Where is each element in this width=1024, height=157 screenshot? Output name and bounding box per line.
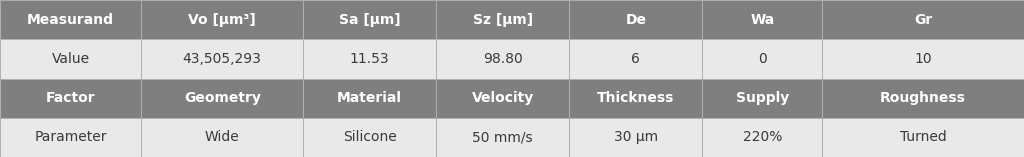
Bar	[141, 78, 303, 118]
Bar	[822, 118, 1024, 157]
Bar	[822, 0, 1024, 39]
Text: 30 μm: 30 μm	[613, 130, 658, 144]
Text: Roughness: Roughness	[881, 91, 966, 105]
Bar	[702, 0, 822, 39]
Bar	[436, 39, 569, 78]
Text: Factor: Factor	[46, 91, 95, 105]
Text: Sz [μm]: Sz [μm]	[473, 13, 532, 27]
Bar	[0, 78, 141, 118]
Bar	[702, 118, 822, 157]
Text: 10: 10	[914, 52, 932, 66]
Bar	[702, 39, 822, 78]
Text: Vo [μm³]: Vo [μm³]	[188, 13, 256, 27]
Bar	[702, 78, 822, 118]
Text: 98.80: 98.80	[483, 52, 522, 66]
Text: Parameter: Parameter	[35, 130, 106, 144]
Text: Measurand: Measurand	[28, 13, 114, 27]
Text: Geometry: Geometry	[183, 91, 261, 105]
Text: Velocity: Velocity	[472, 91, 534, 105]
Bar	[303, 0, 436, 39]
Text: 11.53: 11.53	[350, 52, 389, 66]
Text: Turned: Turned	[900, 130, 946, 144]
Text: Thickness: Thickness	[597, 91, 675, 105]
Bar	[569, 0, 702, 39]
Text: 220%: 220%	[742, 130, 782, 144]
Text: Silicone: Silicone	[343, 130, 396, 144]
Text: 6: 6	[632, 52, 640, 66]
Bar	[569, 78, 702, 118]
Bar	[0, 0, 141, 39]
Text: De: De	[626, 13, 646, 27]
Bar	[569, 118, 702, 157]
Bar	[436, 78, 569, 118]
Bar	[303, 78, 436, 118]
Text: Supply: Supply	[735, 91, 790, 105]
Bar	[141, 0, 303, 39]
Text: Sa [μm]: Sa [μm]	[339, 13, 400, 27]
Text: Gr: Gr	[914, 13, 932, 27]
Text: Material: Material	[337, 91, 402, 105]
Text: 43,505,293: 43,505,293	[182, 52, 262, 66]
Text: 0: 0	[758, 52, 767, 66]
Bar	[303, 39, 436, 78]
Bar	[141, 39, 303, 78]
Bar	[436, 0, 569, 39]
Bar	[436, 118, 569, 157]
Bar	[569, 39, 702, 78]
Bar	[822, 39, 1024, 78]
Bar	[141, 118, 303, 157]
Text: Value: Value	[51, 52, 90, 66]
Bar	[822, 78, 1024, 118]
Text: 50 mm/s: 50 mm/s	[472, 130, 534, 144]
Text: Wide: Wide	[205, 130, 240, 144]
Bar	[0, 118, 141, 157]
Text: Wa: Wa	[751, 13, 774, 27]
Bar	[303, 118, 436, 157]
Bar	[0, 39, 141, 78]
